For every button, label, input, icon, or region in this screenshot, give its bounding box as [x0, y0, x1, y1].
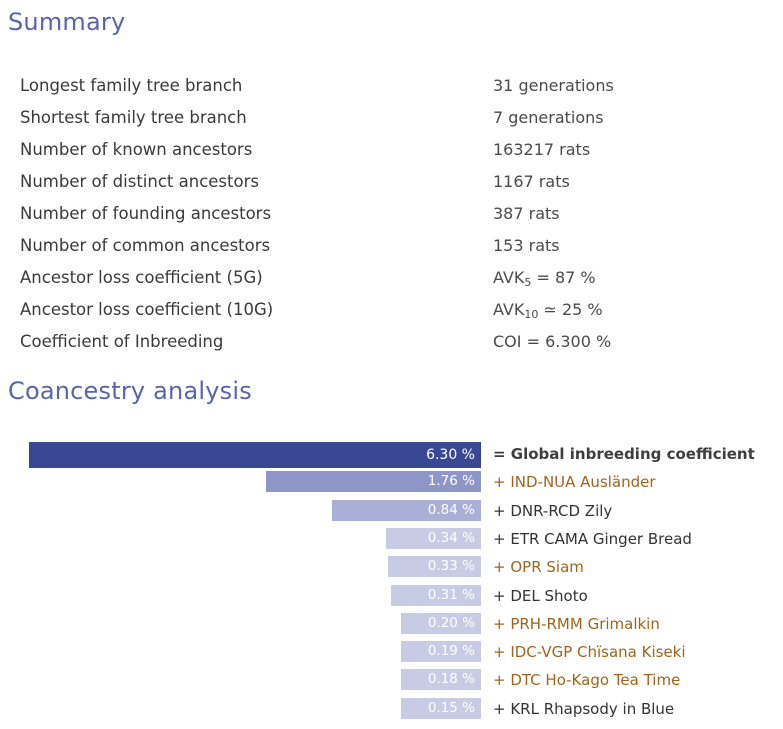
- bar-value-label: 0.19 %: [427, 643, 475, 660]
- bar-value-label: 0.84 %: [427, 501, 475, 518]
- coancestry-bar: 0.31 %: [390, 584, 481, 606]
- ancestor-link[interactable]: + IND-NUA Ausländer: [493, 473, 656, 492]
- summary-row-avk10: Ancestor loss coefficient (10G) AVK10 ≃ …: [20, 294, 760, 326]
- summary-value: 1167 rats: [493, 172, 570, 191]
- bar-value-label: 0.34 %: [427, 529, 475, 546]
- summary-label: Ancestor loss coefficient (10G): [20, 300, 274, 319]
- ancestor-label: = Global inbreeding coefficient: [493, 445, 755, 463]
- summary-label: Number of founding ancestors: [20, 204, 272, 223]
- ancestor-label: + ETR CAMA Ginger Bread: [493, 529, 692, 548]
- summary-label: Number of known ancestors: [20, 140, 253, 159]
- bar-row: 1.76 % + IND-NUA Ausländer: [0, 468, 783, 496]
- avk-subscript: 5: [524, 276, 532, 289]
- bar-value-label: 0.15 %: [427, 699, 475, 716]
- summary-label: Coefficient of Inbreeding: [20, 332, 224, 351]
- ancestor-link[interactable]: + DTC Ho-Kago Tea Time: [493, 671, 681, 690]
- summary-label: Number of common ancestors: [20, 236, 271, 255]
- coancestry-bar-chart: 6.30 % = Global inbreeding coefficient 1.7…: [0, 440, 783, 729]
- bar-row: 0.33 % + OPR Siam: [0, 553, 783, 581]
- coancestry-bar: 0.33 %: [387, 556, 481, 578]
- summary-value: 31 generations: [493, 76, 614, 95]
- ancestor-link[interactable]: + IDC-VGP Chïsana Kiseki: [493, 643, 686, 662]
- summary-label: Number of distinct ancestors: [20, 172, 259, 191]
- bar-row: 0.34 % + ETR CAMA Ginger Bread: [0, 525, 783, 553]
- coancestry-bar: 6.30 %: [29, 442, 481, 468]
- summary-value: 387 rats: [493, 204, 560, 223]
- summary-value: COI = 6.300 %: [493, 332, 612, 351]
- summary-value: 163217 rats: [493, 140, 591, 159]
- bar-row: 0.84 % + DNR-RCD Zily: [0, 497, 783, 525]
- summary-value: 153 rats: [493, 236, 560, 255]
- ancestor-link[interactable]: + PRH-RMM Grimalkin: [493, 614, 660, 633]
- summary-value: 7 generations: [493, 108, 604, 127]
- summary-label: Longest family tree branch: [20, 76, 243, 95]
- avk-prefix: AVK: [493, 268, 525, 287]
- bar-value-label: 0.33 %: [427, 558, 475, 575]
- summary-row-coi: Coefficient of Inbreeding COI = 6.300 %: [20, 326, 760, 358]
- coancestry-bar: 0.19 %: [401, 641, 481, 663]
- avk-suffix: ≃ 25 %: [538, 300, 603, 319]
- summary-row-longest-branch: Longest family tree branch 31 generation…: [20, 70, 760, 102]
- coancestry-bar: 0.15 %: [401, 697, 481, 719]
- bar-row-global: 6.30 % = Global inbreeding coefficient: [0, 440, 783, 468]
- ancestor-link[interactable]: + OPR Siam: [493, 558, 584, 577]
- summary-value: AVK10 ≃ 25 %: [493, 294, 603, 331]
- bar-row: 0.31 % + DEL Shoto: [0, 582, 783, 610]
- coancestry-bar: 0.84 %: [332, 499, 481, 521]
- summary-row-founding-ancestors: Number of founding ancestors 387 rats: [20, 198, 760, 230]
- summary-row-distinct-ancestors: Number of distinct ancestors 1167 rats: [20, 166, 760, 198]
- bar-value-label: 0.31 %: [427, 586, 475, 603]
- summary-title: Summary: [8, 8, 126, 36]
- ancestor-label: + DNR-RCD Zily: [493, 501, 613, 520]
- summary-value: AVK5 = 87 %: [493, 262, 596, 299]
- bar-value-label: 0.20 %: [427, 614, 475, 631]
- summary-row-common-ancestors: Number of common ancestors 153 rats: [20, 230, 760, 262]
- bar-value-label: 1.76 %: [427, 473, 475, 490]
- bar-value-label: 6.30 %: [426, 447, 475, 463]
- ancestor-label: + KRL Rhapsody in Blue: [493, 699, 675, 718]
- bar-row: 0.19 % + IDC-VGP Chïsana Kiseki: [0, 638, 783, 666]
- avk-subscript: 10: [524, 308, 539, 321]
- avk-suffix: = 87 %: [531, 268, 596, 287]
- ancestor-label: + DEL Shoto: [493, 586, 588, 605]
- coancestry-bar: 1.76 %: [265, 471, 481, 493]
- bar-value-label: 0.18 %: [427, 671, 475, 688]
- summary-label: Shortest family tree branch: [20, 108, 247, 127]
- coancestry-bar: 0.34 %: [386, 527, 481, 549]
- summary-label: Ancestor loss coefficient (5G): [20, 268, 263, 287]
- coancestry-bar: 0.18 %: [401, 669, 481, 691]
- avk-prefix: AVK: [493, 300, 525, 319]
- bar-row: 0.15 % + KRL Rhapsody in Blue: [0, 695, 783, 723]
- summary-row-known-ancestors: Number of known ancestors 163217 rats: [20, 134, 760, 166]
- summary-row-shortest-branch: Shortest family tree branch 7 generation…: [20, 102, 760, 134]
- bar-row: 0.18 % + DTC Ho-Kago Tea Time: [0, 666, 783, 694]
- coancestry-title: Coancestry analysis: [8, 377, 252, 405]
- summary-table: Longest family tree branch 31 generation…: [20, 70, 760, 358]
- summary-row-avk5: Ancestor loss coefficient (5G) AVK5 = 87…: [20, 262, 760, 294]
- coancestry-bar: 0.20 %: [401, 612, 481, 634]
- bar-row: 0.20 % + PRH-RMM Grimalkin: [0, 610, 783, 638]
